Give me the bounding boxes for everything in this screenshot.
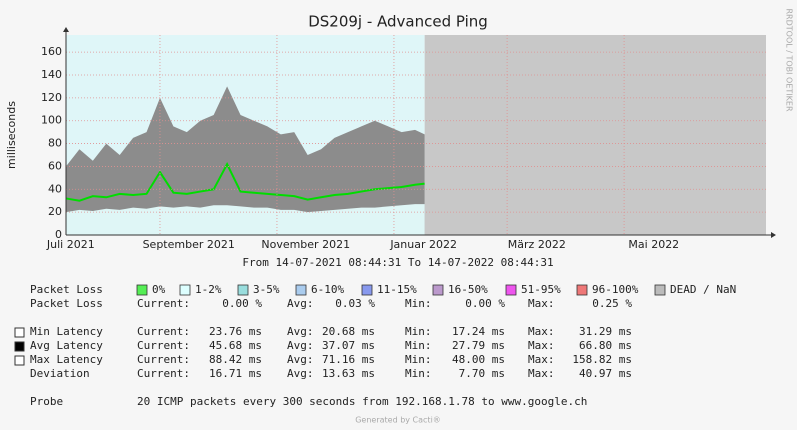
loss-swatch — [654, 284, 666, 296]
stat-label: Current: — [137, 353, 190, 366]
loss-swatch — [361, 284, 373, 296]
loss-swatch — [136, 284, 148, 296]
x-tick-label: September 2021 — [143, 238, 235, 251]
stat-value: 71.16 ms — [322, 353, 375, 366]
x-tick-label: März 2022 — [508, 238, 566, 251]
generated-by: Generated by Cacti® — [355, 416, 441, 425]
stat-label: Max: — [528, 367, 555, 380]
legend-label: Max Latency — [30, 353, 103, 366]
no-data-region — [424, 35, 766, 235]
stat-label: Min: — [405, 353, 432, 366]
legend-label: Min Latency — [30, 325, 103, 338]
stat-value: 7.70 ms — [459, 367, 505, 380]
stat-value: 23.76 ms — [209, 325, 262, 338]
stat-label: Avg: — [287, 367, 314, 380]
legend-label: Avg Latency — [30, 339, 103, 352]
loss-swatch — [432, 284, 444, 296]
y-tick-label: 140 — [41, 68, 62, 81]
y-tick-label: 60 — [48, 159, 62, 172]
loss-label: 3-5% — [253, 283, 280, 296]
x-arrow — [771, 232, 776, 238]
stat-label: Min: — [405, 325, 432, 338]
stat-value: 88.42 ms — [209, 353, 262, 366]
stat-value: 0.25 % — [592, 297, 632, 310]
x-tick-label: Januar 2022 — [389, 238, 457, 251]
stat-label: Avg: — [287, 325, 314, 338]
side-label: RRDTOOL / TOBI OETIKER — [785, 8, 794, 111]
y-tick-label: 100 — [41, 114, 62, 127]
y-tick-label: 20 — [48, 205, 62, 218]
stat-value: 31.29 ms — [579, 325, 632, 338]
stat-value: 0.03 % — [335, 297, 375, 310]
stat-value: 17.24 ms — [452, 325, 505, 338]
loss-label: DEAD / NaN — [670, 283, 736, 296]
loss-label: 6-10% — [311, 283, 344, 296]
smoke-min — [66, 204, 425, 235]
stat-label: Avg: — [287, 353, 314, 366]
y-tick-label: 120 — [41, 91, 62, 104]
loss-label: 16-50% — [448, 283, 488, 296]
stat-value: 158.82 ms — [572, 353, 632, 366]
loss-swatch — [237, 284, 249, 296]
stat-value: 37.07 ms — [322, 339, 375, 352]
legend-label: Deviation — [30, 367, 90, 380]
stat-label: Min: — [405, 367, 432, 380]
legend-swatch — [14, 327, 25, 338]
stat-value: 16.71 ms — [209, 367, 262, 380]
chart-title: DS209j - Advanced Ping — [308, 13, 488, 31]
stat-label: Current: — [137, 297, 190, 310]
smoke-max — [66, 86, 425, 235]
loss-swatch — [505, 284, 517, 296]
stat-label: Avg: — [287, 297, 314, 310]
y-tick-label: 40 — [48, 182, 62, 195]
loss-swatch — [179, 284, 191, 296]
stat-label: Avg: — [287, 339, 314, 352]
stat-value: 45.68 ms — [209, 339, 262, 352]
date-range: From 14-07-2021 08:44:31 To 14-07-2022 0… — [242, 256, 553, 269]
stat-value: 20.68 ms — [322, 325, 375, 338]
legend-swatch — [14, 355, 25, 366]
loss-label: 0% — [152, 283, 166, 296]
y-tick-label: 0 — [55, 228, 62, 241]
stat-value: 66.80 ms — [579, 339, 632, 352]
stat-value: 40.97 ms — [579, 367, 632, 380]
stat-label: Current: — [137, 325, 190, 338]
stat-label: Max: — [528, 353, 555, 366]
stat-label: Current: — [137, 339, 190, 352]
loss-label: 11-15% — [377, 283, 417, 296]
loss-label: 51-95% — [521, 283, 561, 296]
avg-line — [65, 161, 425, 202]
legend-label: Packet Loss — [30, 283, 103, 296]
legend-label: Packet Loss — [30, 297, 103, 310]
stat-value: 0.00 % — [465, 297, 505, 310]
stat-label: Max: — [528, 325, 555, 338]
x-tick-label: Juli 2021 — [46, 238, 95, 251]
stat-label: Max: — [528, 297, 555, 310]
x-tick-label: November 2021 — [261, 238, 350, 251]
stat-value: 0.00 % — [222, 297, 262, 310]
y-axis-label: milliseconds — [5, 101, 18, 169]
legend-label: Probe — [30, 395, 63, 408]
stat-label: Current: — [137, 367, 190, 380]
loss-label: 1-2% — [195, 283, 222, 296]
y-tick-label: 80 — [48, 137, 62, 150]
loss-label: 96-100% — [592, 283, 639, 296]
loss-swatch — [295, 284, 307, 296]
stat-value: 13.63 ms — [322, 367, 375, 380]
y-arrow — [63, 27, 69, 32]
stat-value: 48.00 ms — [452, 353, 505, 366]
legend-swatch — [14, 341, 25, 352]
loss-swatch — [576, 284, 588, 296]
probe-text: 20 ICMP packets every 300 seconds from 1… — [137, 395, 587, 408]
stat-label: Min: — [405, 339, 432, 352]
stat-label: Max: — [528, 339, 555, 352]
stat-value: 27.79 ms — [452, 339, 505, 352]
y-tick-label: 160 — [41, 45, 62, 58]
x-tick-label: Mai 2022 — [628, 238, 679, 251]
stat-label: Min: — [405, 297, 432, 310]
